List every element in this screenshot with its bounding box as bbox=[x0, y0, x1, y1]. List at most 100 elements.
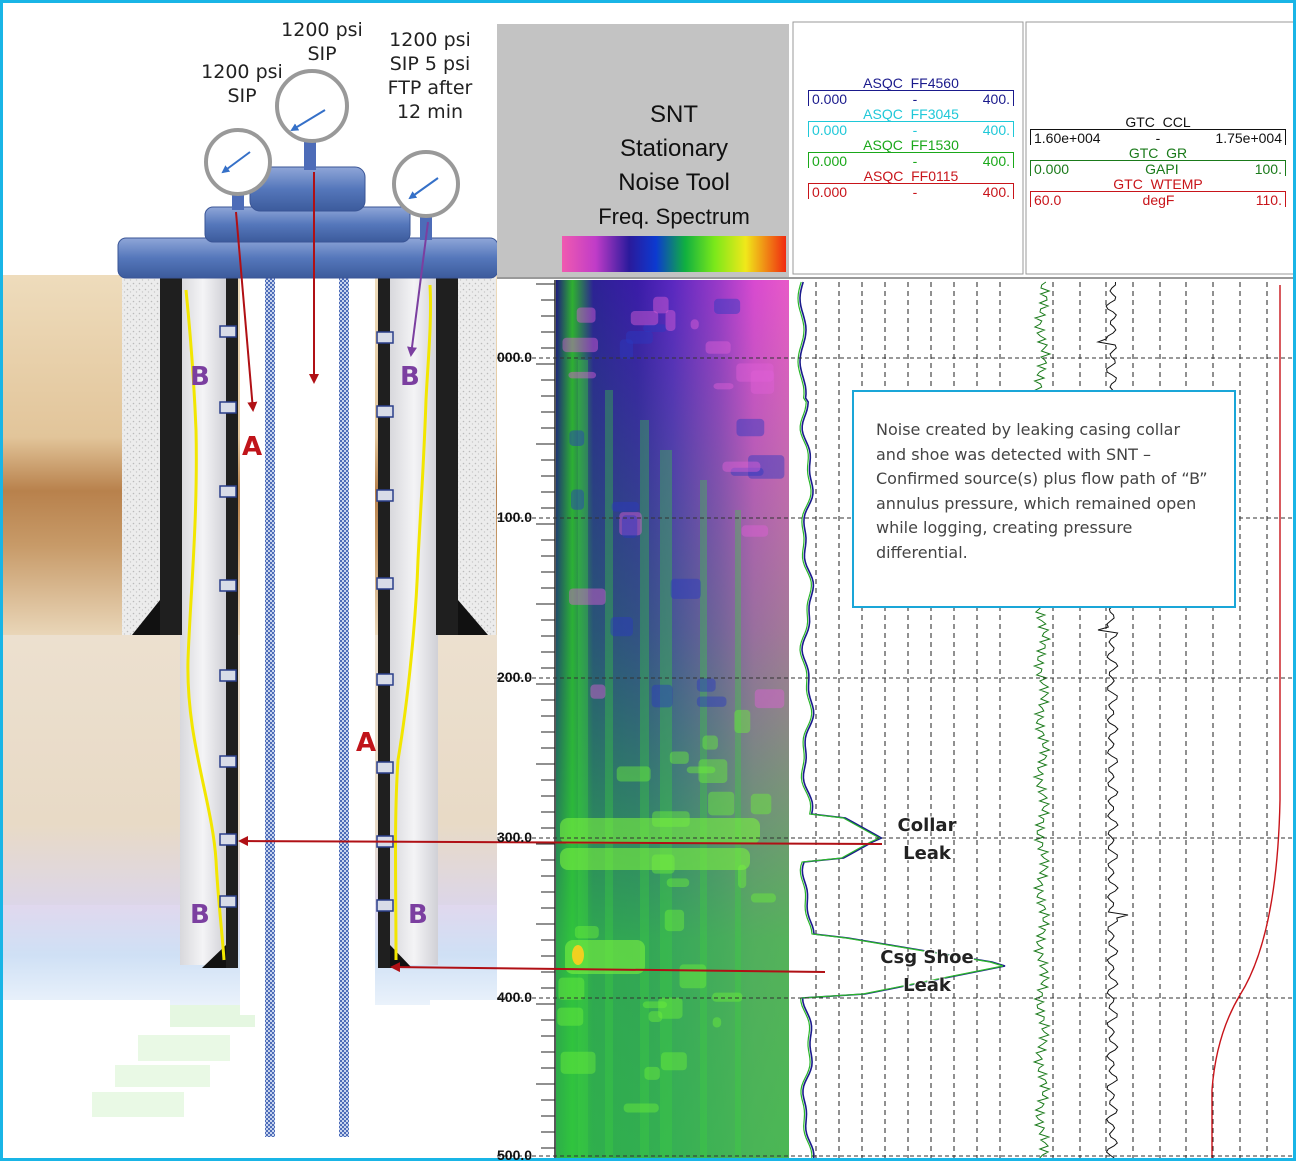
snt-title-line1: SNT bbox=[650, 101, 698, 128]
depth-axis bbox=[536, 280, 556, 1158]
spectrum-blob bbox=[748, 455, 785, 479]
tubing bbox=[265, 275, 349, 1137]
spectrum-blob bbox=[611, 501, 640, 512]
annulus-a-label-right: A bbox=[356, 728, 377, 758]
snt-title-line2: Stationary bbox=[619, 135, 729, 162]
spectrum-blob bbox=[730, 467, 764, 476]
header-scale-min: 0.000 bbox=[812, 91, 848, 107]
pressure-gauge-right bbox=[392, 150, 460, 218]
header-scale-max: 100. bbox=[1254, 161, 1282, 177]
spectrum-blob bbox=[750, 370, 775, 394]
header-scale-min: 0.000 bbox=[812, 153, 848, 169]
annulus-b-label-lower-left: B bbox=[190, 900, 210, 930]
header-curve-gtc-ccl: GTC_CCL 1.60e+004 - 1.75e+004 bbox=[1030, 115, 1286, 145]
casing-collar bbox=[219, 401, 237, 414]
spectrum-blob bbox=[686, 766, 716, 774]
casing-collar bbox=[376, 577, 394, 590]
spectrum-blob bbox=[669, 751, 689, 764]
spectrum-blob bbox=[651, 684, 673, 708]
spectrum-blob bbox=[623, 1103, 659, 1113]
casing-collar bbox=[376, 761, 394, 774]
header-scale-min: 60.0 bbox=[1034, 192, 1062, 208]
spectrum-blob bbox=[557, 1007, 584, 1026]
gauge-label-right: 1200 psi SIP 5 psi FTP after 12 min bbox=[387, 29, 473, 123]
header-scale-min: 0.000 bbox=[812, 122, 848, 138]
spectrum-blob bbox=[560, 1051, 596, 1074]
spectrum-blob bbox=[696, 696, 727, 707]
spectrum-blob bbox=[664, 909, 685, 932]
spectrum-blob bbox=[568, 588, 606, 605]
casing-collar bbox=[219, 325, 237, 338]
track-header-panels bbox=[792, 21, 1295, 275]
header-scale-max: 400. bbox=[982, 184, 1010, 200]
spectrum-blob bbox=[741, 525, 769, 537]
spectrum-blob bbox=[653, 296, 669, 314]
spectrum-blob bbox=[722, 461, 761, 472]
header-curve-name: ASQC_FF0115 bbox=[863, 168, 959, 184]
spectrum-blob bbox=[643, 324, 667, 332]
header-scale-max: 400. bbox=[982, 91, 1010, 107]
spectrum-blob bbox=[712, 1017, 722, 1028]
surface-casing bbox=[132, 275, 488, 635]
spectrum-blob bbox=[736, 418, 765, 437]
spectrum-streak bbox=[578, 360, 588, 1158]
header-curve-asqc-ff4560: ASQC_FF4560 0.000 - 400. bbox=[808, 76, 1014, 106]
spectrum-blob bbox=[666, 878, 690, 888]
header-scale-mid: - bbox=[912, 122, 918, 138]
annulus-a-label-left: A bbox=[242, 432, 263, 462]
depth-label: 500.0 bbox=[497, 1147, 533, 1163]
header-scale-min: 1.60e+004 bbox=[1034, 130, 1101, 146]
spectrum-blob bbox=[702, 735, 718, 750]
gauge-label-center: 1200 psi SIP bbox=[281, 19, 363, 65]
spectrum-blob bbox=[712, 992, 743, 1002]
spectrum-blob bbox=[610, 617, 633, 637]
casing-collar bbox=[376, 489, 394, 502]
leak-arrows bbox=[238, 836, 883, 973]
spectrum-blob bbox=[750, 793, 772, 815]
spectrum-hotspot bbox=[572, 945, 584, 965]
snt-subtitle: Freq. Spectrum bbox=[598, 204, 750, 229]
spectrum-blob bbox=[626, 331, 653, 344]
spectrum-blob bbox=[621, 515, 638, 538]
spectrum-blob bbox=[714, 298, 741, 314]
spectrum-blob bbox=[630, 311, 659, 326]
shoe-leak-label: Csg Shoe Leak bbox=[862, 944, 992, 1000]
spectrum-blob bbox=[568, 371, 597, 379]
spectrum-streak bbox=[605, 390, 613, 1158]
header-scale-mid: - bbox=[912, 153, 918, 169]
spectrum-blob bbox=[616, 766, 651, 782]
header-scale-min: 0.000 bbox=[1034, 161, 1070, 177]
spectrum-blob bbox=[571, 489, 585, 510]
header-scale-max: 400. bbox=[982, 153, 1010, 169]
annulus-b-label-upper-left: B bbox=[190, 362, 210, 392]
casing-collar bbox=[219, 485, 237, 498]
casing-collar bbox=[376, 331, 394, 344]
depth-label: 400.0 bbox=[497, 989, 533, 1005]
spectrum-blob bbox=[576, 307, 596, 323]
cement-top-lines bbox=[184, 284, 433, 961]
header-scale-mid: GAPI bbox=[1145, 161, 1179, 177]
header-scale-max: 110. bbox=[1255, 192, 1282, 208]
header-scale-mid: - bbox=[912, 91, 918, 107]
production-casing bbox=[202, 275, 412, 968]
header-scale-max: 400. bbox=[982, 122, 1010, 138]
shoe-leak-line2: Leak bbox=[903, 975, 951, 996]
header-scale-mid: - bbox=[1155, 130, 1161, 146]
casing-collar bbox=[219, 833, 237, 846]
collar-leak-label: Collar Leak bbox=[882, 812, 972, 868]
header-curve-asqc-ff1530: ASQC_FF1530 0.000 - 400. bbox=[808, 138, 1014, 168]
spectrum-blob bbox=[736, 363, 774, 382]
spectrum-blob bbox=[569, 430, 585, 446]
annulus-fill bbox=[180, 275, 438, 1015]
casing-collar bbox=[219, 579, 237, 592]
spectrum-blob bbox=[574, 926, 599, 939]
header-curve-name: GTC_WTEMP bbox=[1113, 176, 1203, 192]
annulus-b-label-lower-right: B bbox=[408, 900, 428, 930]
spectrum-blob bbox=[750, 893, 776, 903]
wellhead bbox=[117, 138, 499, 279]
spectrum-blob bbox=[734, 709, 751, 734]
header-curve-gtc-wtemp: GTC_WTEMP 60.0 degF 110. bbox=[1030, 177, 1286, 207]
spectrum-streak bbox=[660, 450, 672, 1158]
header-curve-name: GTC_GR bbox=[1128, 145, 1188, 161]
